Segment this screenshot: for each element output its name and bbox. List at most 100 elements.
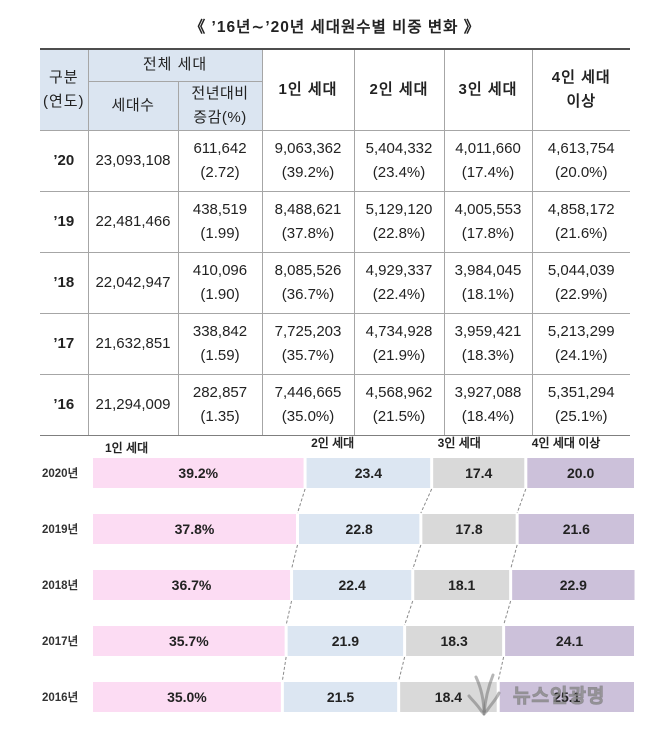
row-label: 2019년 bbox=[42, 522, 78, 536]
two-person-count: 5,404,332 bbox=[365, 139, 433, 157]
four-plus-person-count: 5,213,299 bbox=[547, 322, 615, 340]
three-person-share: (18.4%) bbox=[461, 407, 515, 425]
one-person-count: 7,446,665 bbox=[274, 383, 342, 401]
row-label: 2020년 bbox=[42, 466, 78, 480]
value-label-four-plus-person: 24.1 bbox=[556, 633, 583, 649]
two-person-share: (21.9%) bbox=[372, 346, 426, 364]
four-plus-person-count: 5,044,039 bbox=[547, 261, 615, 279]
one-person-count: 8,085,526 bbox=[274, 261, 342, 279]
table-row: ’20 23,093,108 611,642 (2.72) 9,063,362 … bbox=[40, 129, 630, 192]
bar-segment-one-person-4 bbox=[93, 682, 281, 712]
value-label-two-person: 21.5 bbox=[327, 689, 354, 705]
value-label-three-person: 17.8 bbox=[455, 521, 482, 537]
one-person-share: (39.2%) bbox=[281, 163, 335, 181]
value-label-three-person: 18.3 bbox=[440, 633, 467, 649]
change-count: 611,642 bbox=[193, 139, 247, 157]
four-plus-person-cell: 5,351,294 (25.1%) bbox=[531, 373, 630, 436]
bar-segment-one-person-2 bbox=[93, 570, 291, 600]
table-row: ’17 21,632,851 338,842 (1.59) 7,725,203 … bbox=[40, 312, 630, 375]
one-person-count: 9,063,362 bbox=[274, 139, 342, 157]
households-cell: 22,481,466 bbox=[87, 190, 179, 253]
bar-segment-three-person-2 bbox=[414, 570, 510, 600]
connector-line bbox=[420, 488, 433, 514]
three-person-count: 4,005,553 bbox=[454, 200, 522, 218]
value-label-three-person: 18.1 bbox=[448, 577, 475, 593]
value-label-four-plus-person: 21.6 bbox=[563, 521, 590, 537]
change-count: 410,096 bbox=[192, 261, 248, 279]
connector-line bbox=[503, 600, 512, 626]
value-label-four-plus-person: 25.1 bbox=[553, 689, 580, 705]
table-row: ’19 22,481,466 438,519 (1.99) 8,488,621 … bbox=[40, 190, 630, 253]
header-total-households: 전체 세대 bbox=[87, 48, 263, 82]
header-two-person: 2인 세대 bbox=[353, 48, 445, 131]
one-person-share: (35.0%) bbox=[281, 407, 335, 425]
connector-line bbox=[281, 656, 287, 682]
bar-segment-one-person-1 bbox=[93, 514, 296, 544]
two-person-share: (22.8%) bbox=[372, 224, 426, 242]
value-label-two-person: 23.4 bbox=[355, 465, 382, 481]
year-cell: ’18 bbox=[40, 251, 89, 314]
two-person-count: 4,568,962 bbox=[365, 383, 433, 401]
bar-segment-four-plus-person-4 bbox=[499, 682, 634, 712]
three-person-cell: 3,959,421 (18.3%) bbox=[443, 312, 533, 375]
value-label-four-plus-person: 20.0 bbox=[567, 465, 594, 481]
value-label-one-person: 37.8% bbox=[175, 521, 215, 537]
change-count: 282,857 bbox=[192, 383, 248, 401]
change-cell: 282,857 (1.35) bbox=[177, 373, 263, 436]
value-label-three-person: 17.4 bbox=[465, 465, 492, 481]
four-plus-person-cell: 4,613,754 (20.0%) bbox=[531, 129, 630, 192]
two-person-share: (23.4%) bbox=[372, 163, 426, 181]
bar-segment-four-plus-person-0 bbox=[527, 458, 634, 488]
three-person-cell: 4,011,660 (17.4%) bbox=[443, 129, 533, 192]
three-person-count: 3,984,045 bbox=[454, 261, 522, 279]
header-change-line2: 증감(%) bbox=[193, 108, 247, 126]
header-one-person: 1인 세대 bbox=[261, 48, 355, 131]
change-rate: (2.72) bbox=[200, 163, 240, 181]
four-plus-person-share: (20.0%) bbox=[554, 163, 608, 181]
four-plus-person-count: 5,351,294 bbox=[547, 383, 615, 401]
header-three-person: 3인 세대 bbox=[443, 48, 533, 131]
bar-segment-four-plus-person-1 bbox=[518, 514, 634, 544]
three-person-share: (17.8%) bbox=[461, 224, 515, 242]
change-cell: 438,519 (1.99) bbox=[177, 190, 263, 253]
bar-segment-three-person-1 bbox=[422, 514, 516, 544]
bar-segment-four-plus-person-2 bbox=[512, 570, 635, 600]
table-row: ’18 22,042,947 410,096 (1.90) 8,085,526 … bbox=[40, 251, 630, 314]
table-row: ’16 21,294,009 282,857 (1.35) 7,446,665 … bbox=[40, 373, 630, 436]
one-person-cell: 7,446,665 (35.0%) bbox=[261, 373, 355, 436]
two-person-cell: 5,129,120 (22.8%) bbox=[353, 190, 445, 253]
year-cell: ’16 bbox=[40, 373, 89, 436]
household-table: 구분 (연도) 전체 세대 1인 세대 2인 세대 3인 세대 4인 세대 이상… bbox=[40, 48, 630, 436]
four-plus-person-share: (24.1%) bbox=[554, 346, 608, 364]
change-count: 338,842 bbox=[192, 322, 248, 340]
value-label-two-person: 22.8 bbox=[346, 521, 373, 537]
value-label-one-person: 39.2% bbox=[178, 465, 218, 481]
two-person-cell: 4,734,928 (21.9%) bbox=[353, 312, 445, 375]
change-cell: 338,842 (1.59) bbox=[177, 312, 263, 375]
header-category: 구분 (연도) bbox=[40, 48, 89, 131]
change-cell: 611,642 (2.72) bbox=[177, 129, 263, 192]
bar-segment-two-person-3 bbox=[287, 626, 404, 656]
three-person-share: (18.3%) bbox=[461, 346, 515, 364]
header-four-plus-person: 4인 세대 이상 bbox=[531, 48, 630, 131]
four-plus-person-cell: 4,858,172 (21.6%) bbox=[531, 190, 630, 253]
four-plus-person-share: (25.1%) bbox=[554, 407, 608, 425]
year-cell: ’17 bbox=[40, 312, 89, 375]
bar-segment-three-person-3 bbox=[406, 626, 503, 656]
legend-label-three-person: 3인 세대 bbox=[438, 435, 481, 450]
header-row: 구분 (연도) 전체 세대 1인 세대 2인 세대 3인 세대 4인 세대 이상 bbox=[40, 48, 630, 131]
legend-label-four-plus-person: 4인 세대 이상 bbox=[532, 435, 601, 450]
households-cell: 22,042,947 bbox=[87, 251, 179, 314]
one-person-cell: 8,488,621 (37.8%) bbox=[261, 190, 355, 253]
change-rate: (1.99) bbox=[200, 224, 240, 242]
bar-segment-two-person-0 bbox=[306, 458, 431, 488]
four-plus-person-count: 4,613,754 bbox=[547, 139, 615, 157]
connector-line bbox=[412, 544, 422, 570]
bar-segment-two-person-1 bbox=[298, 514, 420, 544]
three-person-cell: 3,927,088 (18.4%) bbox=[443, 373, 533, 436]
three-person-cell: 3,984,045 (18.1%) bbox=[443, 251, 533, 314]
change-rate: (1.35) bbox=[200, 407, 240, 425]
connector-line bbox=[510, 544, 518, 570]
households-cell: 23,093,108 bbox=[87, 129, 179, 192]
connector-line bbox=[404, 600, 414, 626]
